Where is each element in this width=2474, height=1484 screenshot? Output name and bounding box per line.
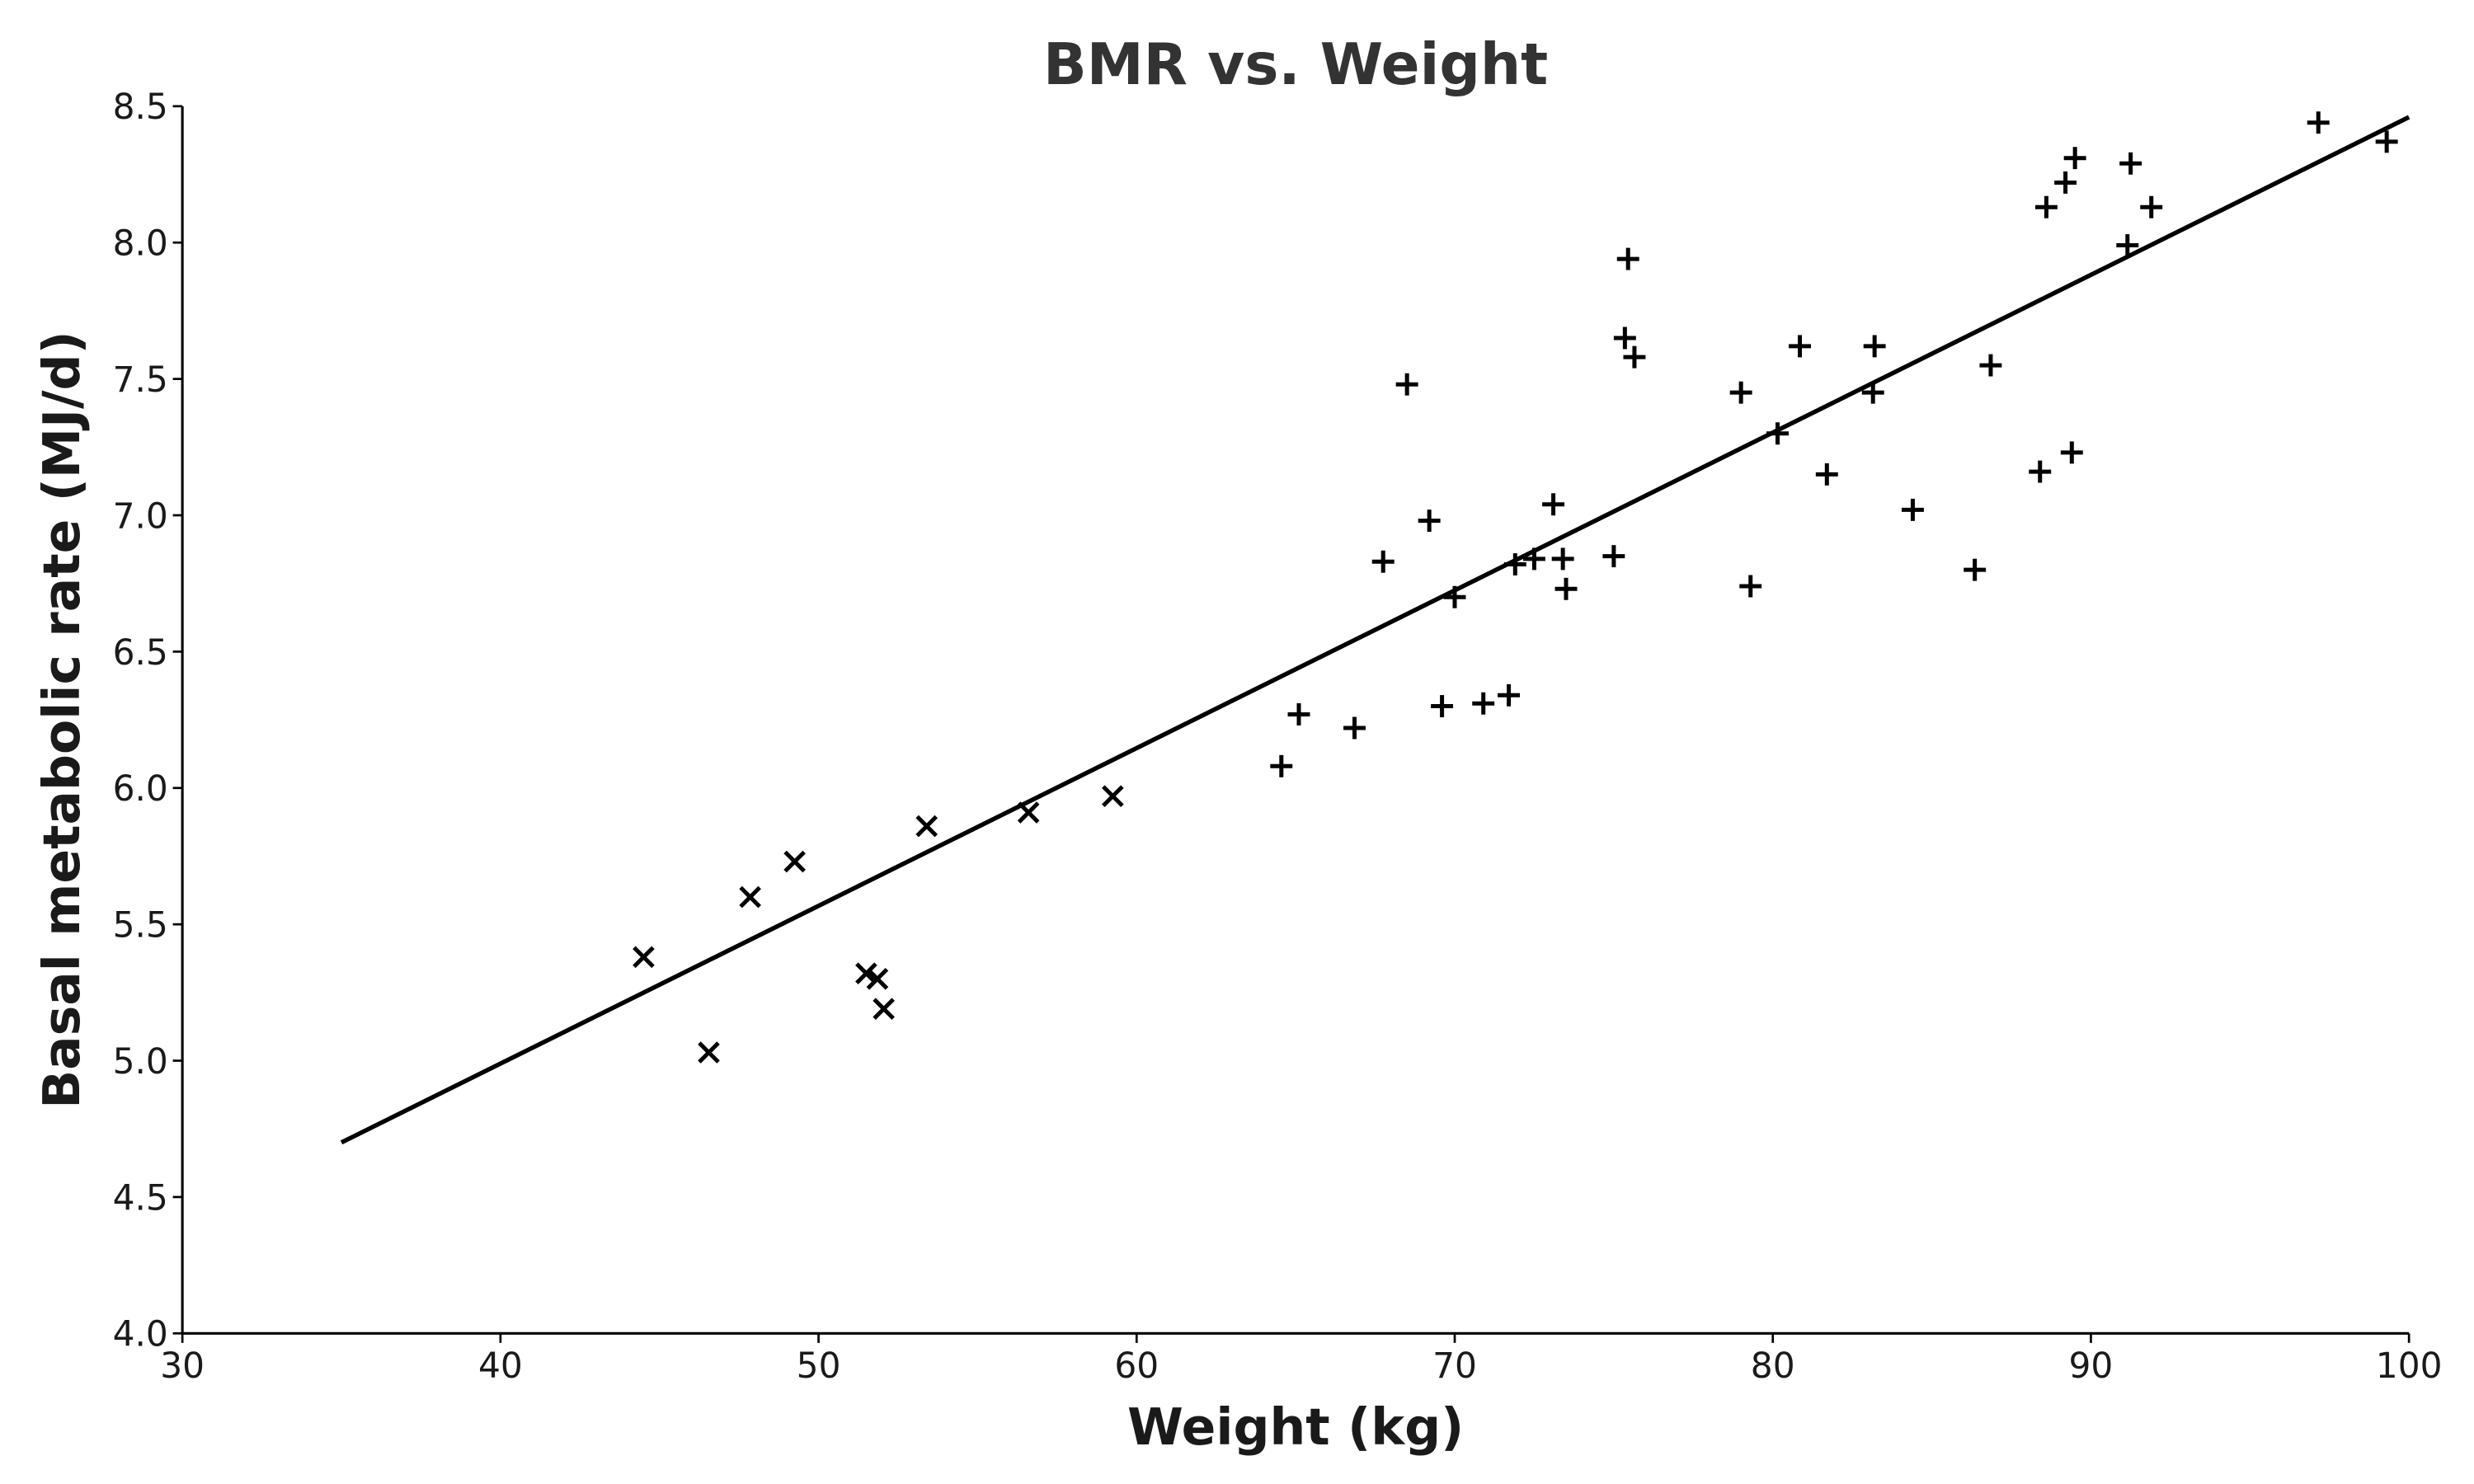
plus-marker-point [1287, 702, 1310, 726]
plus-marker-point [2063, 147, 2086, 170]
y-tick-label: 6.5 [113, 632, 168, 673]
plus-marker-point [1789, 335, 1811, 358]
x-tick-label: 60 [1114, 1345, 1159, 1386]
x-tick-label: 80 [1751, 1345, 1795, 1386]
plus-marker-point [2375, 130, 2398, 153]
y-tick-label: 8.5 [113, 87, 168, 127]
plus-marker-point [1815, 463, 1838, 486]
plus-marker-point [2060, 441, 2083, 464]
plus-marker-point [1503, 553, 1526, 575]
x-tick-label: 50 [797, 1345, 841, 1386]
y-tick-label: 4.5 [113, 1177, 168, 1218]
x-marker-point [783, 850, 806, 873]
plus-marker-point [1371, 550, 1395, 573]
y-tick-label: 7.0 [113, 495, 168, 536]
plus-marker-point [1472, 692, 1495, 715]
x-tick-label: 40 [478, 1345, 523, 1386]
y-tick-label: 5.5 [113, 905, 168, 946]
plus-marker-point [1602, 545, 1625, 568]
plus-marker-point [1343, 716, 1366, 740]
plus-marker-point [1270, 754, 1293, 777]
plus-marker-point [1616, 247, 1639, 270]
plus-marker-point [1554, 577, 1578, 600]
plus-marker-point [2034, 195, 2058, 218]
x-marker-point [1017, 801, 1040, 824]
x-marker-point [855, 962, 877, 984]
plus-marker-point [2140, 195, 2163, 218]
x-marker-point [1102, 785, 1124, 807]
plus-marker-point [2054, 171, 2077, 194]
plus-marker-point [1623, 345, 1646, 369]
x-tick-label: 100 [2376, 1345, 2443, 1386]
x-tick-label: 70 [1432, 1345, 1477, 1386]
plus-marker-point [1729, 381, 1752, 404]
chart-title: BMR vs. Weight [1043, 32, 1548, 98]
y-tick-label: 5.0 [113, 1041, 168, 1082]
plus-marker-point [1551, 547, 1574, 571]
y-tick-label: 4.0 [113, 1314, 168, 1355]
plus-marker-point [2307, 111, 2330, 134]
x-axis-label: Weight (kg) [1127, 1397, 1464, 1457]
plus-marker-point [1522, 547, 1545, 571]
plus-marker-point [2119, 152, 2142, 175]
plus-marker-point [1901, 498, 1924, 521]
plus-marker-point [1443, 585, 1466, 608]
plus-marker-point [2116, 234, 2139, 257]
x-tick-label: 30 [160, 1345, 205, 1386]
plus-marker-point [1613, 326, 1636, 350]
plus-marker-point [1395, 373, 1418, 396]
x-tick-label: 90 [2069, 1345, 2114, 1386]
plus-marker-point [1861, 381, 1884, 404]
plus-marker-point [1498, 683, 1521, 707]
plus-marker-point [1766, 422, 1789, 445]
plus-marker-point [1979, 354, 2002, 377]
x-marker-point [866, 968, 889, 990]
regression-line [340, 115, 2411, 1145]
plus-marker-point [1418, 510, 1441, 533]
plus-marker-point [2029, 460, 2052, 483]
x-marker-point [872, 998, 895, 1020]
x-marker-point [915, 815, 938, 838]
y-tick-label: 7.5 [113, 359, 168, 400]
x-marker-point [698, 1041, 720, 1064]
x-marker-point [739, 885, 761, 909]
plus-marker-point [1964, 558, 1987, 581]
x-marker-point [633, 946, 655, 969]
y-tick-label: 6.0 [113, 768, 168, 809]
plus-marker-point [1431, 695, 1454, 717]
plus-marker-point [1863, 335, 1886, 358]
plus-marker-point [1739, 575, 1762, 598]
y-tick-label: 8.0 [113, 223, 168, 264]
y-axis-label: Basal metabolic rate (MJ/d) [32, 331, 92, 1108]
plus-marker-point [1542, 493, 1565, 516]
